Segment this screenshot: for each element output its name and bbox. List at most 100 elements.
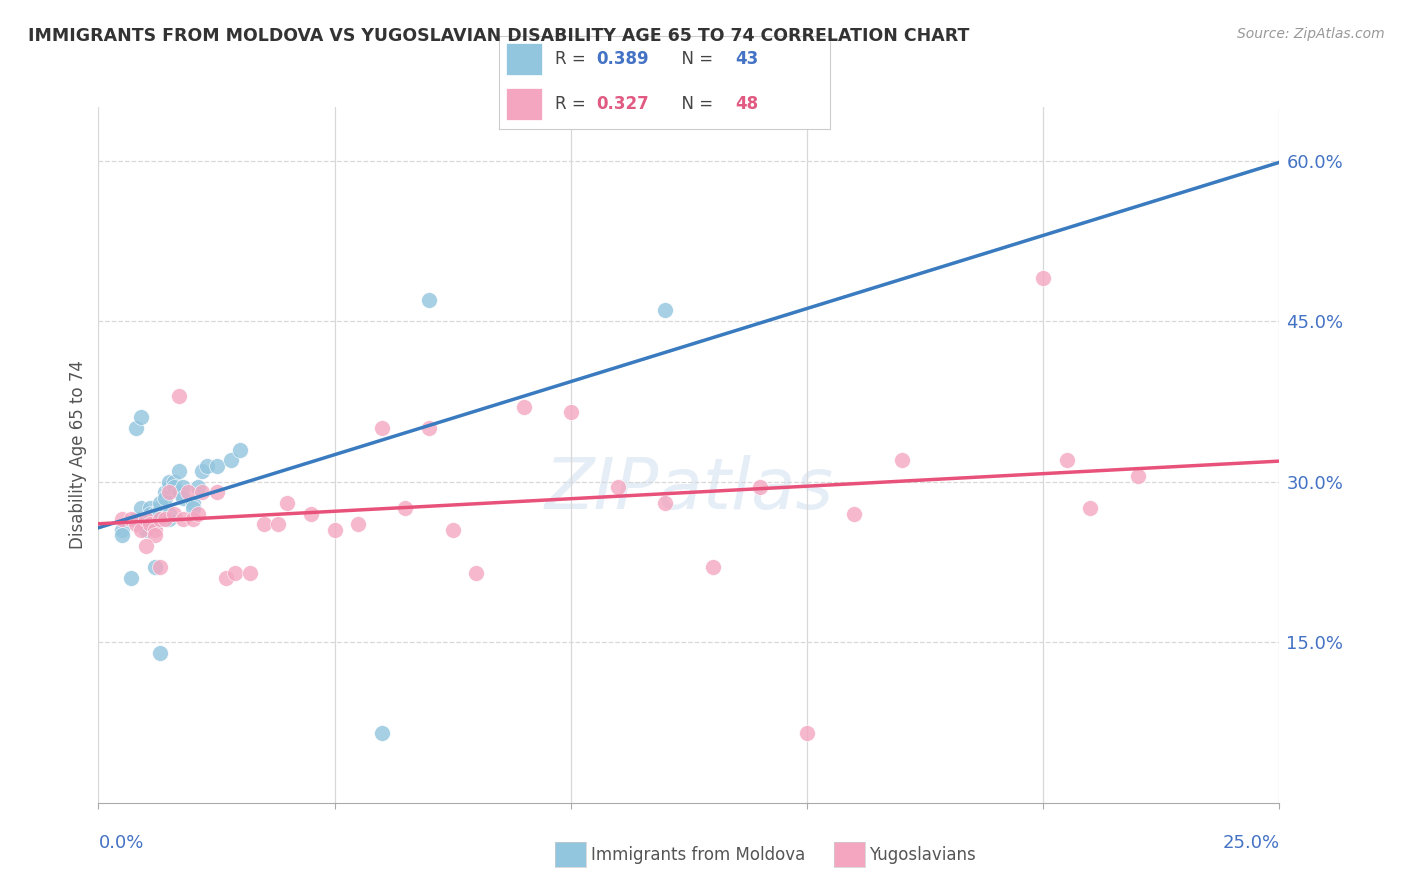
Point: [654, 303, 676, 318]
Point: [748, 480, 770, 494]
Point: [191, 485, 214, 500]
Point: [111, 528, 134, 542]
Point: [844, 507, 866, 521]
Point: [890, 453, 912, 467]
Point: [167, 464, 190, 478]
Text: 48: 48: [735, 95, 758, 113]
Point: [371, 726, 394, 740]
Point: [167, 485, 190, 500]
Point: [1032, 271, 1054, 285]
Point: [187, 480, 209, 494]
Text: N =: N =: [671, 50, 718, 68]
Text: IMMIGRANTS FROM MOLDOVA VS YUGOSLAVIAN DISABILITY AGE 65 TO 74 CORRELATION CHART: IMMIGRANTS FROM MOLDOVA VS YUGOSLAVIAN D…: [28, 27, 970, 45]
Point: [299, 507, 322, 521]
Point: [153, 491, 176, 505]
Point: [125, 421, 148, 435]
Point: [418, 421, 440, 435]
Point: [157, 475, 180, 489]
Point: [135, 512, 157, 526]
Point: [654, 496, 676, 510]
Point: [323, 523, 346, 537]
Point: [143, 512, 166, 526]
Point: [1126, 469, 1149, 483]
Text: R =: R =: [555, 95, 592, 113]
Point: [239, 566, 262, 580]
Point: [121, 512, 143, 526]
Point: [167, 389, 190, 403]
Point: [135, 512, 157, 526]
Text: 43: 43: [735, 50, 759, 68]
Point: [394, 501, 416, 516]
Point: [276, 496, 298, 510]
Point: [153, 512, 176, 526]
Point: [215, 571, 238, 585]
Point: [143, 517, 166, 532]
Point: [187, 507, 209, 521]
Point: [149, 507, 172, 521]
Point: [149, 496, 172, 510]
Point: [181, 512, 204, 526]
Point: [143, 560, 166, 574]
Point: [702, 560, 724, 574]
Text: 0.389: 0.389: [596, 50, 650, 68]
Point: [149, 512, 172, 526]
Point: [139, 507, 162, 521]
Point: [191, 464, 214, 478]
Text: R =: R =: [555, 50, 592, 68]
Point: [111, 523, 134, 537]
Point: [149, 560, 172, 574]
Point: [418, 293, 440, 307]
Point: [347, 517, 370, 532]
Point: [224, 566, 246, 580]
Point: [157, 480, 180, 494]
Point: [195, 458, 218, 473]
Point: [172, 512, 194, 526]
Text: Source: ZipAtlas.com: Source: ZipAtlas.com: [1237, 27, 1385, 41]
Point: [267, 517, 290, 532]
Point: [135, 523, 157, 537]
Point: [163, 507, 186, 521]
Point: [143, 523, 166, 537]
Point: [139, 517, 162, 532]
Point: [143, 528, 166, 542]
Point: [172, 491, 194, 505]
Point: [129, 523, 152, 537]
Point: [143, 507, 166, 521]
Point: [121, 571, 143, 585]
FancyBboxPatch shape: [506, 88, 543, 120]
Text: 0.327: 0.327: [596, 95, 650, 113]
Point: [219, 453, 242, 467]
Point: [229, 442, 252, 457]
Text: Yugoslavians: Yugoslavians: [869, 846, 976, 863]
Point: [1080, 501, 1102, 516]
Text: 25.0%: 25.0%: [1222, 834, 1279, 852]
Point: [153, 485, 176, 500]
Point: [135, 539, 157, 553]
Text: ZIPatlas: ZIPatlas: [544, 455, 834, 524]
Text: 0.0%: 0.0%: [98, 834, 143, 852]
Point: [181, 501, 204, 516]
Point: [135, 517, 157, 532]
Point: [157, 507, 180, 521]
Point: [139, 501, 162, 516]
Text: Immigrants from Moldova: Immigrants from Moldova: [591, 846, 804, 863]
Point: [205, 485, 228, 500]
Point: [512, 400, 534, 414]
FancyBboxPatch shape: [506, 43, 543, 75]
Point: [560, 405, 582, 419]
Point: [149, 501, 172, 516]
Point: [465, 566, 488, 580]
Point: [125, 512, 148, 526]
Point: [181, 496, 204, 510]
Y-axis label: Disability Age 65 to 74: Disability Age 65 to 74: [69, 360, 87, 549]
Point: [157, 512, 180, 526]
Point: [371, 421, 394, 435]
Point: [129, 410, 152, 425]
Point: [157, 485, 180, 500]
Point: [1056, 453, 1078, 467]
Point: [441, 523, 464, 537]
Point: [253, 517, 276, 532]
Point: [172, 480, 194, 494]
Point: [163, 480, 186, 494]
Point: [796, 726, 818, 740]
